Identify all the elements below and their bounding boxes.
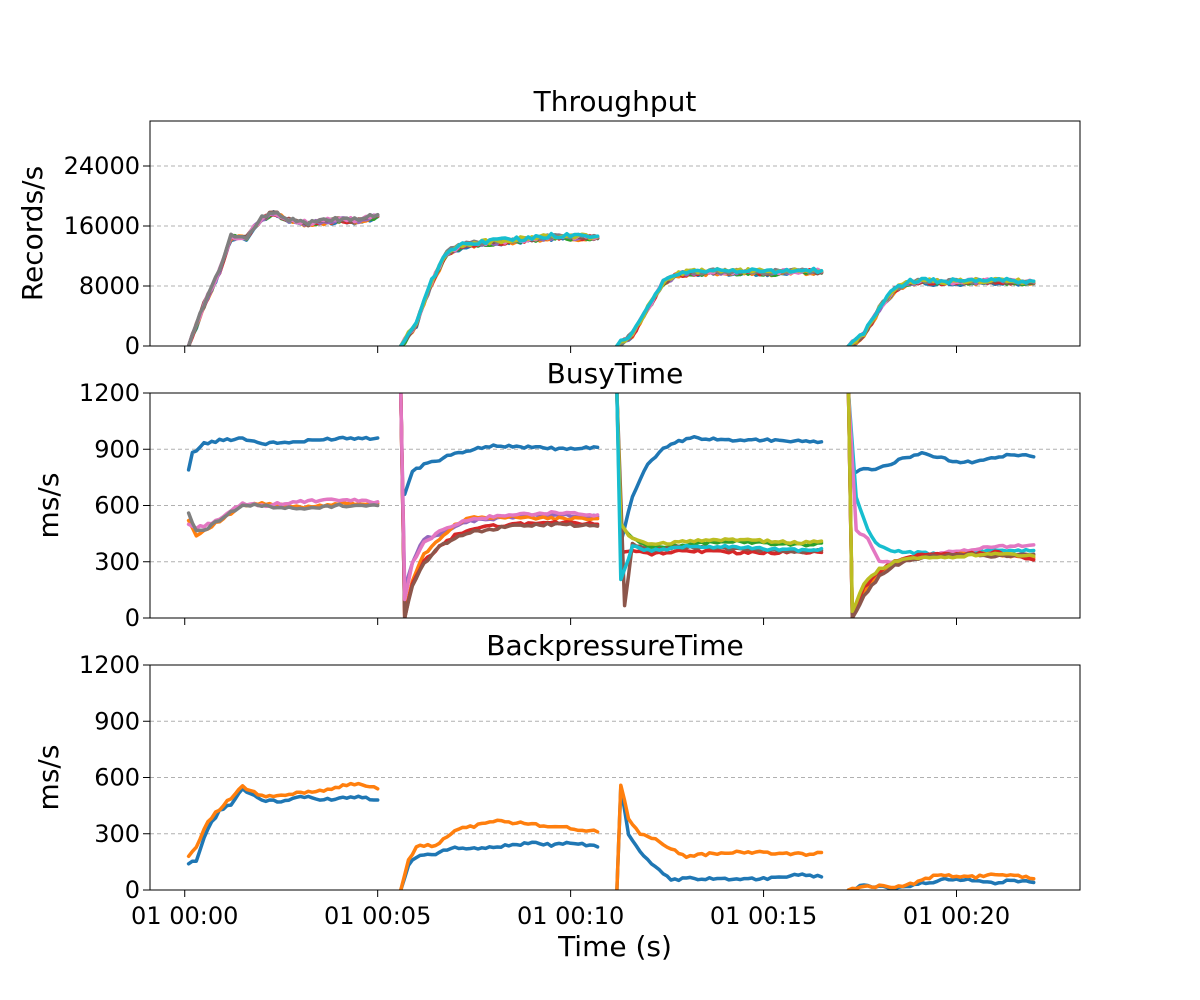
busytime-series-line [615,393,824,550]
throughput-series-line [186,211,380,346]
xtick-label: 01 00:05 [324,902,431,930]
throughput-ytick-label: 0 [125,332,140,360]
backpressure-series-line [846,872,1036,890]
busytime-ytick-label: 0 [125,604,140,632]
busytime-series-line [846,393,1036,614]
busytime-ytick-label: 1200 [79,379,140,407]
backpressure-ytick-label: 1200 [79,651,140,679]
backpressure-series-line [186,781,380,859]
busytime-series-line [846,393,1036,565]
busytime-series-line [399,393,600,618]
xtick-label: 01 00:15 [710,902,817,930]
busytime-series-line [186,435,380,472]
busytime-series-line [846,393,1036,557]
backpressure-series-line [399,840,600,890]
backpressure-ytick-label: 300 [94,820,140,848]
throughput-ytick-label: 16000 [64,212,140,240]
throughput-series-line [615,266,824,346]
throughput-title: Throughput [533,85,697,118]
backpressure-series-line [399,818,600,890]
backpressure-series-line [615,785,824,890]
xtick-label: 01 00:00 [131,902,238,930]
backpressure-ytick-label: 0 [125,876,140,904]
busytime-series-line [399,393,600,602]
throughput-axes-frame [149,120,1081,347]
throughput-series-line [399,233,600,346]
backpressure-series-line [186,786,380,866]
throughput-ylabel: Records/s [16,166,49,301]
busytime-ytick-label: 600 [94,492,140,520]
throughput-series-line [846,276,1036,346]
busytime-series-line [846,393,1036,475]
xtick-label: 01 00:10 [517,902,624,930]
backpressure-ytick-label: 600 [94,764,140,792]
backpressure-series-line [615,783,824,890]
busytime-ytick-label: 300 [94,548,140,576]
throughput-series-line [186,211,380,346]
backpressure-ytick-label: 900 [94,707,140,735]
busytime-title: BusyTime [547,357,684,390]
busytime-series-line [615,393,824,557]
busytime-series-line [615,393,824,608]
busytime-series-line [402,443,600,497]
busytime-series-line [619,434,824,545]
busytime-series-line [399,393,600,618]
busytime-series-line [615,393,824,547]
xtick-label: 01 00:20 [903,902,1010,930]
busytime-series-line [615,393,824,582]
throughput-ytick-label: 24000 [64,152,140,180]
throughput-ytick-label: 8000 [79,272,140,300]
backpressure-title: BackpressureTime [486,629,743,662]
backpressure-ylabel: ms/s [32,745,65,811]
busytime-ylabel: ms/s [32,473,65,539]
busytime-ytick-label: 900 [94,435,140,463]
busytime-series-line [186,502,380,533]
throughput-series-line [399,231,600,346]
x-axis-label: Time (s) [557,930,672,963]
busytime-series-line [399,393,600,592]
